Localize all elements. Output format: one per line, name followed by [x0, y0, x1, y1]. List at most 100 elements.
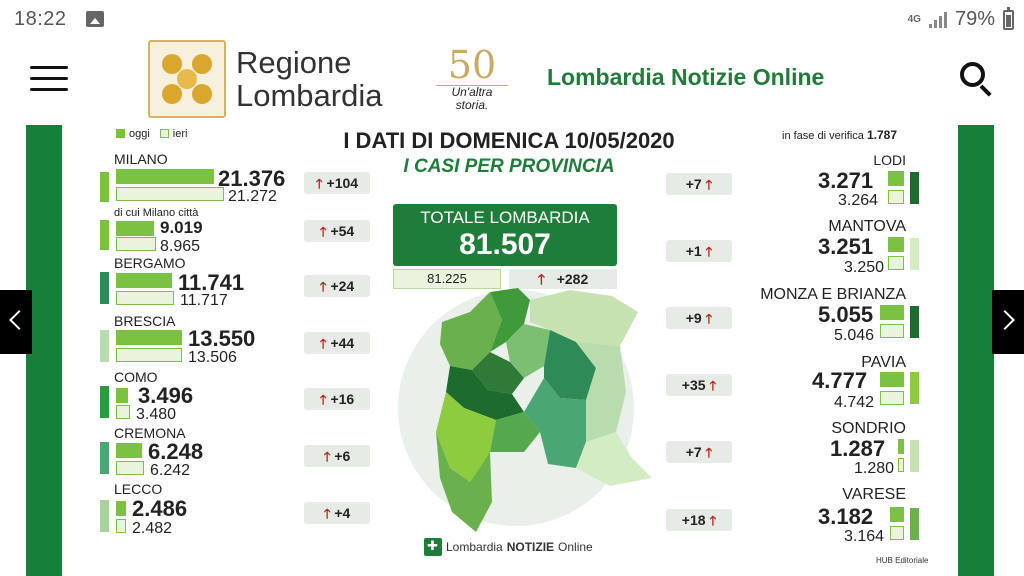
- delta-lecco: 🡑 +4: [304, 502, 370, 524]
- province-sondrio: SONDRIO: [831, 420, 906, 438]
- legend-oggi: oggi: [116, 128, 150, 140]
- ieri-bar: [880, 391, 904, 405]
- battery-icon: [1003, 6, 1014, 30]
- ieri-bar: [116, 348, 182, 362]
- search-icon[interactable]: [960, 62, 994, 97]
- ieri-value: 3.250: [844, 259, 885, 276]
- total-value: 81.507: [459, 228, 551, 261]
- map-milano: [446, 366, 524, 420]
- province-name: PAVIA: [861, 354, 906, 371]
- total-delta: 🡑 +282: [509, 269, 617, 289]
- province-brescia: BRESCIA: [114, 314, 175, 329]
- province-name: CREMONA: [114, 425, 186, 441]
- infographic-subtitle: I CASI PER PROVINCIA: [403, 156, 615, 177]
- status-right: 4G 79%: [907, 6, 1014, 31]
- province-tag: [100, 386, 109, 418]
- ieri-value: 3.264: [838, 192, 879, 209]
- regione-logo-icon: [148, 40, 226, 118]
- ieri-value: 3.480: [136, 406, 177, 423]
- site-title[interactable]: Lombardia Notizie Online: [547, 64, 825, 90]
- province-name: SONDRIO: [831, 420, 906, 437]
- oggi-value: 11.741: [178, 270, 245, 295]
- infographic: oggi ieri I DATI DI DOMENICA 10/05/2020 …: [62, 122, 958, 576]
- ieri-value: 13.506: [188, 349, 237, 366]
- delta-value: +7: [685, 444, 702, 460]
- footer-brand-bold: NOTIZIE: [506, 540, 555, 554]
- ieri-bar: [116, 461, 144, 475]
- province-lodi: LODI: [873, 152, 906, 168]
- oggi-bar: [888, 171, 904, 186]
- ieri-value: 4.742: [834, 394, 875, 411]
- delta-mantova: +1 🡑: [666, 240, 732, 262]
- delta-value: +18: [681, 512, 706, 528]
- oggi-value: 9.019: [160, 218, 203, 237]
- province-varese: VARESE: [842, 486, 906, 504]
- province-tag: [100, 172, 109, 202]
- province-tag: [100, 500, 109, 532]
- ieri-bar: [888, 190, 904, 204]
- delta-value: +24: [330, 278, 355, 294]
- delta-varese: +18 🡑: [666, 509, 732, 531]
- delta-value: +35: [681, 377, 706, 393]
- article-content: oggi ieri I DATI DI DOMENICA 10/05/2020 …: [0, 122, 1024, 576]
- oggi-value: 2.486: [132, 496, 188, 521]
- next-image-button[interactable]: [992, 290, 1024, 354]
- delta-cremona: 🡑 +6: [304, 445, 370, 467]
- province-pavia: PAVIA: [861, 354, 906, 372]
- left-green-band: [26, 125, 62, 576]
- infographic-title: I DATI DI DOMENICA 10/05/2020: [343, 128, 675, 153]
- oggi-bar: [116, 501, 126, 516]
- up-arrow-icon: 🡑: [705, 177, 713, 192]
- delta-milano: 🡑 +104: [304, 172, 370, 194]
- verifica-label: in fase di verifica: [782, 130, 864, 142]
- legend-oggi-label: oggi: [129, 128, 150, 140]
- status-time: 18:22: [14, 8, 67, 30]
- ieri-value: 11.717: [180, 292, 228, 309]
- delta-value: +6: [334, 448, 351, 464]
- hamburger-icon[interactable]: [30, 64, 70, 94]
- delta-value: +16: [330, 391, 355, 407]
- oggi-bar: [116, 169, 214, 184]
- province-name: LECCO: [114, 481, 163, 497]
- province-mantova: MANTOVA: [828, 218, 906, 236]
- prev-image-button[interactable]: [0, 290, 32, 354]
- ieri-bar: [888, 256, 904, 270]
- ieri-value: 2.482: [132, 520, 173, 537]
- delta-sondrio: +7 🡑: [666, 441, 732, 463]
- province-monza: MONZA E BRIANZA: [760, 286, 906, 304]
- chevron-left-icon: [9, 310, 29, 330]
- delta-value: +54: [330, 223, 355, 239]
- province-name: MILANO: [114, 151, 168, 167]
- legend-ieri-label: ieri: [172, 128, 188, 140]
- anniversary-text-2: storia.: [455, 98, 489, 112]
- oggi-bar: [880, 305, 904, 320]
- total-ieri: 81.225: [393, 269, 501, 289]
- ieri-value: 21.272: [228, 188, 277, 205]
- oggi-bar: [116, 273, 172, 288]
- delta-value: +4: [334, 505, 351, 521]
- province-tag: [910, 508, 919, 540]
- province-como: COMO: [114, 370, 158, 385]
- province-tag: [100, 272, 109, 304]
- ieri-bar: [898, 458, 904, 472]
- network-type: 4G: [907, 14, 921, 25]
- oggi-value: 4.777: [812, 368, 868, 393]
- footer-logo: Lombardia NOTIZIE Online: [424, 538, 593, 556]
- oggi-bar: [116, 330, 182, 345]
- signal-icon: [928, 11, 947, 28]
- province-tag: [910, 306, 919, 338]
- up-arrow-icon: 🡑: [709, 513, 717, 528]
- map-monza: [472, 352, 524, 394]
- total-label: TOTALE LOMBARDIA: [420, 208, 590, 227]
- province-name: MANTOVA: [828, 218, 906, 235]
- total-lombardia: TOTALE LOMBARDIA 81.507: [393, 204, 617, 266]
- oggi-value: 3.271: [818, 168, 874, 193]
- delta-como: 🡑 +16: [304, 388, 370, 410]
- map-varese: [440, 292, 502, 370]
- logo-title-line1: Regione: [236, 45, 352, 80]
- ieri-bar: [116, 291, 174, 305]
- delta-value: +7: [685, 176, 702, 192]
- province-tag: [910, 372, 919, 404]
- map-bergamo: [544, 330, 596, 400]
- map-cremona: [524, 378, 586, 468]
